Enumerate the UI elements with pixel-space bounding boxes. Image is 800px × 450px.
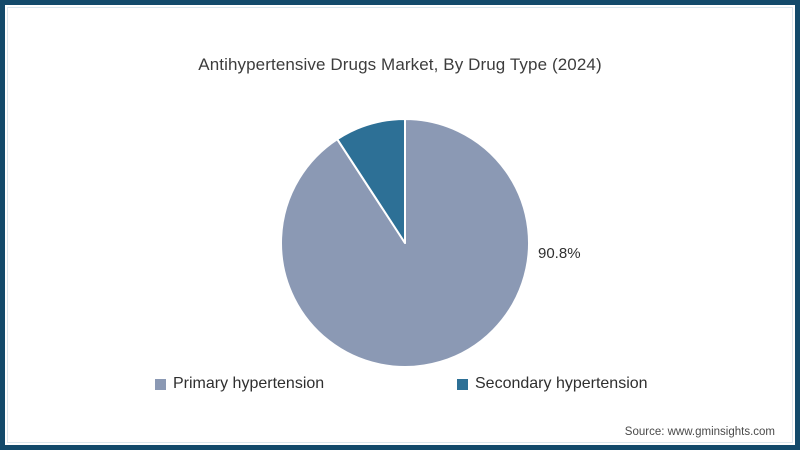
legend-item-primary-hypertension[interactable]: Primary hypertension bbox=[155, 375, 324, 393]
pie-svg bbox=[280, 118, 530, 368]
legend-swatch-primary bbox=[155, 378, 166, 390]
legend-swatch-secondary bbox=[457, 378, 468, 390]
primary-slice-value-label: 90.8% bbox=[538, 245, 581, 262]
legend-item-secondary-hypertension[interactable]: Secondary hypertension bbox=[457, 375, 648, 393]
chart-title: Antihypertensive Drugs Market, By Drug T… bbox=[198, 55, 602, 74]
legend-label-secondary: Secondary hypertension bbox=[475, 375, 648, 392]
legend: Primary hypertension Secondary hypertens… bbox=[5, 5, 795, 445]
pie-chart bbox=[270, 108, 540, 378]
pie-slice-secondary-hypertension[interactable] bbox=[336, 118, 406, 244]
source-attribution: Source: www.gminsights.com bbox=[624, 426, 775, 438]
legend-label-primary: Primary hypertension bbox=[173, 375, 325, 392]
